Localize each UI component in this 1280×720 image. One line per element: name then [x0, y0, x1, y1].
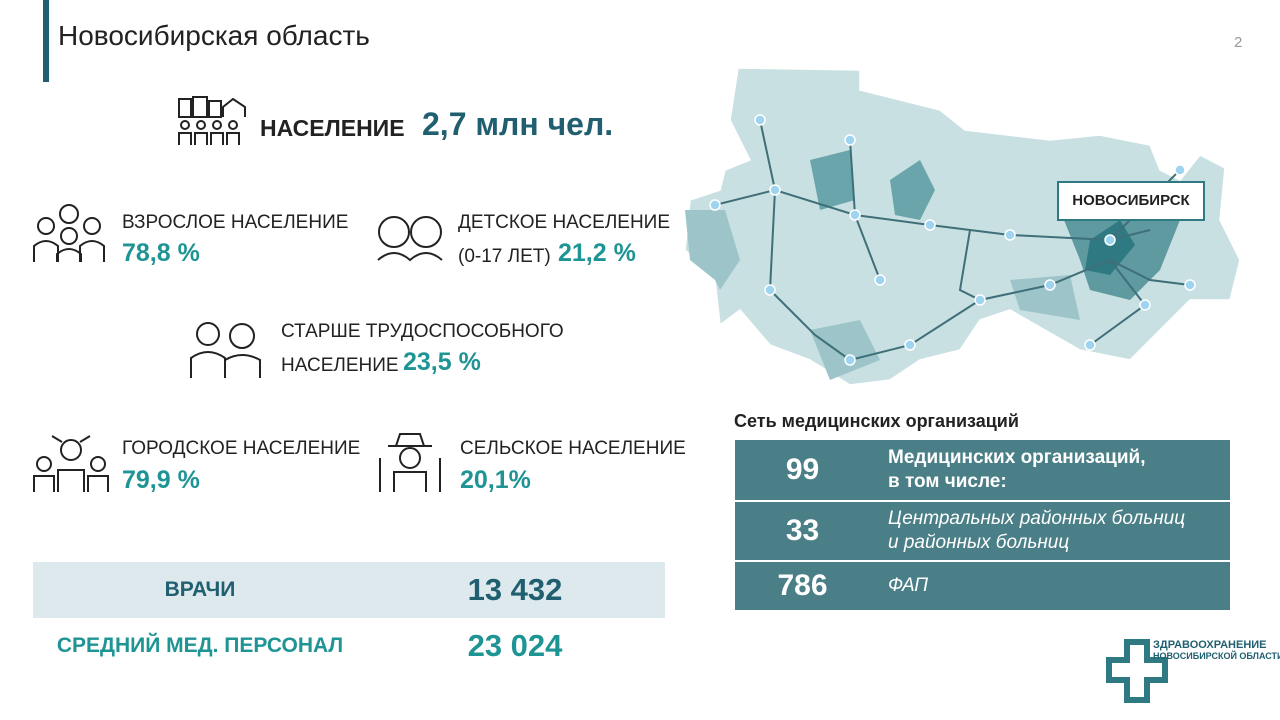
network-text: Медицинских организаций, — [888, 447, 1146, 468]
senior-icon — [190, 322, 261, 378]
logo-mark — [1106, 639, 1168, 703]
urban-icon — [33, 435, 109, 492]
rural-label: СЕЛЬСКОЕ НАСЕЛЕНИЕ — [460, 438, 686, 459]
district — [1085, 220, 1135, 275]
page-number: 2 — [1234, 34, 1243, 51]
population-icon — [178, 96, 246, 145]
child-label: ДЕТСКОЕ НАСЕЛЕНИЕ — [458, 212, 671, 233]
network-row: 99 Медицинских организаций, в том числе: — [735, 440, 1230, 500]
network-row: 786 ФАП — [735, 562, 1230, 610]
district — [685, 210, 740, 290]
staff-label: ВРАЧИ — [164, 578, 236, 601]
network-count: 99 — [785, 453, 820, 486]
network-count: 33 — [785, 514, 820, 547]
senior-label-2: НАСЕЛЕНИЕ — [281, 355, 399, 376]
network-title: Сеть медицинских организаций — [734, 411, 1019, 431]
child-sublabel: (0-17 ЛЕТ) — [458, 246, 551, 267]
staff-value: 13 432 — [467, 572, 563, 607]
rural-icon — [379, 433, 441, 492]
network-row: 33 Центральных районных больниц и районны… — [735, 502, 1230, 560]
network-text: и районных больниц — [888, 532, 1070, 553]
network-count: 786 — [777, 569, 828, 602]
senior-value: 23,5 % — [403, 348, 481, 376]
title: Новосибирская область — [58, 20, 370, 51]
city-label-box — [1057, 181, 1205, 221]
district — [810, 150, 935, 220]
city-label: НОВОСИБИРСК — [1072, 192, 1190, 209]
logo-text: НОВОСИБИРСКОЙ ОБЛАСТИ — [1153, 651, 1280, 661]
urban-label: ГОРОДСКОЕ НАСЕЛЕНИЕ — [122, 438, 361, 459]
staff-value: 23 024 — [467, 628, 563, 663]
region-map: НОВОСИБИРСК — [684, 67, 1241, 386]
population-label: НАСЕЛЕНИЕ — [260, 115, 405, 141]
network-text: в том числе: — [888, 471, 1007, 492]
adult-value: 78,8 % — [122, 239, 200, 267]
urban-value: 79,9 % — [122, 466, 200, 494]
network-text: Центральных районных больниц — [888, 508, 1186, 529]
title-accent — [43, 0, 49, 82]
staff-row-bg — [33, 562, 665, 618]
senior-label-1: СТАРШЕ ТРУДОСПОСОБНОГО — [281, 321, 564, 342]
child-icon — [377, 216, 443, 262]
region-outline — [684, 67, 1241, 386]
adult-icon — [33, 204, 105, 262]
adult-label: ВЗРОСЛОЕ НАСЕЛЕНИЕ — [122, 212, 349, 233]
network-text: ФАП — [888, 575, 929, 596]
population-value: 2,7 млн чел. — [422, 106, 614, 142]
staff-label: СРЕДНИЙ МЕД. ПЕРСОНАЛ — [56, 634, 344, 657]
logo-text: ЗДРАВООХРАНЕНИЕ — [1153, 639, 1267, 651]
child-value: 21,2 % — [558, 239, 636, 267]
rural-value: 20,1% — [460, 466, 531, 494]
